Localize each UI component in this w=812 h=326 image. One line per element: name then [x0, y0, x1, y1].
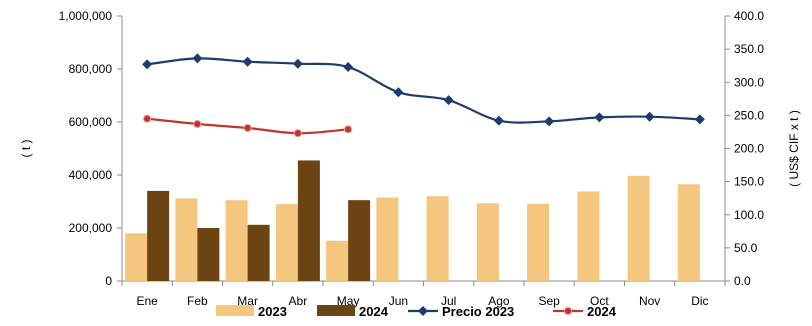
point-2024 [293, 129, 302, 138]
point-precio-2023 [544, 116, 555, 127]
y-tick-label-left: 1,000,000 [59, 9, 113, 23]
bar-series [125, 160, 700, 281]
y-tick-label-right: 0.0 [734, 274, 751, 288]
bar-2023 [175, 198, 198, 281]
point-precio-2023 [292, 58, 303, 69]
point-precio-2023 [343, 62, 354, 73]
x-tick-label: Jul [441, 294, 456, 308]
bar-2023 [527, 203, 550, 281]
y-axis-title-right: ( US$ CIF x t ) [787, 110, 801, 187]
bar-2024 [147, 190, 170, 281]
y-tick-label-right: 200.0 [734, 142, 764, 156]
bar-2024 [297, 160, 320, 281]
bar-2023 [627, 175, 650, 281]
x-tick-label: Sep [538, 294, 560, 308]
x-tick-label: Abr [289, 294, 308, 308]
legend-label: Precio 2023 [442, 304, 514, 319]
y-tick-label-right: 100.0 [734, 208, 764, 222]
x-tick-label: May [337, 294, 360, 308]
y-axis-title-left: ( t ) [19, 140, 33, 158]
point-precio-2023 [393, 87, 404, 98]
bar-2023 [376, 197, 399, 281]
x-tick-label: Feb [187, 294, 208, 308]
point-2024 [143, 114, 152, 123]
x-tick-label: Nov [639, 294, 660, 308]
x-tick-label: Mar [237, 294, 258, 308]
x-tick-label: Jun [389, 294, 408, 308]
y-tick-label-right: 350.0 [734, 42, 764, 56]
bar-2023 [275, 204, 298, 281]
y-tick-label-left: 200,000 [69, 221, 113, 235]
legend-label: 2024 [587, 304, 617, 319]
y-tick-label-right: 250.0 [734, 108, 764, 122]
y-tick-label-right: 50.0 [734, 241, 758, 255]
point-precio-2023 [192, 53, 203, 64]
point-precio-2023 [594, 112, 605, 123]
bar-2023 [125, 233, 148, 281]
point-precio-2023 [142, 59, 153, 70]
bar-2023 [225, 200, 248, 281]
legend-marker [418, 306, 428, 316]
bar-2024 [348, 200, 371, 281]
x-tick-label: Ene [136, 294, 158, 308]
legend-label: 2024 [359, 304, 389, 319]
point-precio-2023 [694, 114, 705, 125]
point-precio-2023 [644, 111, 655, 122]
y-tick-label-left: 800,000 [69, 62, 113, 76]
legend-swatch-bar [317, 305, 355, 316]
bar-2023 [476, 203, 499, 281]
legend-marker [563, 306, 573, 316]
x-tick-label: Ago [488, 294, 510, 308]
axes: 0 200,000 400,000 600,000 800,000 1,000,000 0.… [19, 9, 801, 308]
point-precio-2023 [493, 115, 504, 126]
legend: 2023 2024 Precio 2023 2024 [216, 304, 617, 319]
y-tick-label-right: 400.0 [734, 9, 764, 23]
x-tick-label: Dic [691, 294, 708, 308]
point-precio-2023 [242, 56, 253, 67]
bar-2023 [326, 240, 349, 281]
bar-2023 [577, 191, 600, 281]
y-tick-label-left: 600,000 [69, 115, 113, 129]
point-2024 [243, 123, 252, 133]
y-tick-label-left: 0 [105, 274, 112, 288]
line-precio-2023 [146, 57, 700, 124]
legend-swatch-bar [216, 305, 254, 316]
point-2024 [344, 125, 353, 134]
y-tick-label-right: 150.0 [734, 175, 764, 189]
bar-2024 [247, 224, 270, 281]
point-2024 [193, 119, 202, 129]
bar-2023 [426, 196, 449, 281]
bar-2023 [677, 184, 700, 281]
bar-2024 [197, 228, 220, 281]
y-tick-label-left: 400,000 [69, 168, 113, 182]
line-series [142, 53, 705, 138]
point-precio-2023 [443, 95, 454, 106]
legend-label: 2023 [258, 304, 287, 319]
x-tick-label: Oct [590, 294, 609, 308]
y-tick-label-right: 300.0 [734, 75, 764, 89]
